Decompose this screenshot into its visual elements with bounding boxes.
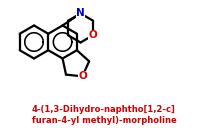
Text: O: O bbox=[78, 71, 87, 81]
Text: 4-(1,3-Dihydro-naphtho[1,2-c]
furan-4-yl methyl)-morpholine: 4-(1,3-Dihydro-naphtho[1,2-c] furan-4-yl… bbox=[32, 105, 176, 125]
Text: N: N bbox=[76, 8, 85, 18]
Text: O: O bbox=[89, 30, 98, 40]
